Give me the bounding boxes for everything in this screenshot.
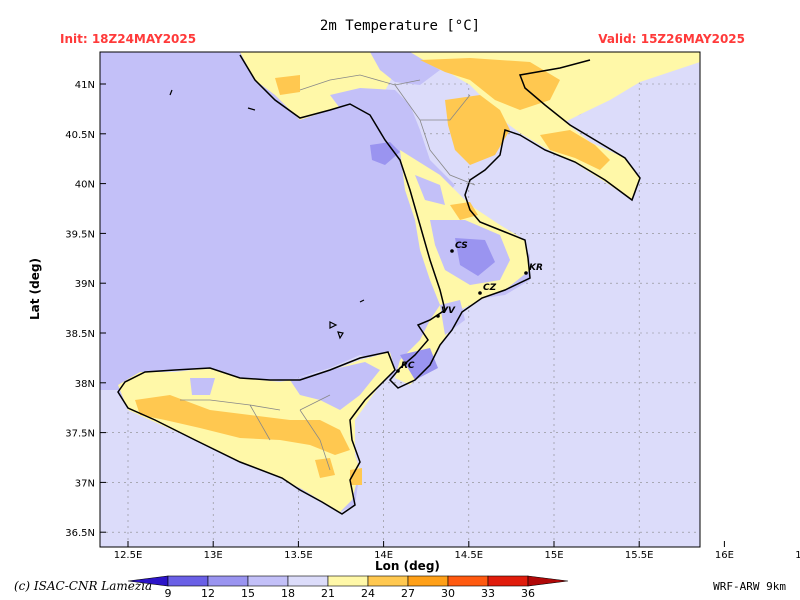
valid-time: Valid: 15Z26MAY2025 [598,32,745,46]
land-north-warm [240,52,700,200]
lat-tick-label: 39N [75,279,95,290]
land-sicily-hot-south [315,458,335,478]
city-markers: CS KR CZ VV RC [396,241,543,373]
lon-tick-label: 15E [544,550,563,561]
land-calabria-north-cool [415,175,445,205]
land-sila-cold [455,238,495,276]
city-label-kr: KR [529,263,543,273]
colorbar-label: 27 [401,587,415,600]
colorbar-swatch [207,575,249,587]
land-reggio-cool [400,348,438,380]
coastline-sicily [117,351,396,515]
model-label: WRF-ARW 9km [713,580,786,593]
lon-tick-label: 15.5E [625,550,654,561]
colorbar-label: 12 [201,587,215,600]
land-sicily-north-cool [290,362,380,410]
land-lazio-hot [275,75,300,95]
colorbar-swatch [367,575,409,587]
lon-ticks: 12.5E13E13.5E14E14.5E15E15.5E16E16.5E17E… [114,541,800,561]
colorbar-label: 33 [481,587,495,600]
colorbar-label: 9 [165,587,172,600]
lat-ticks: 41N 40.5N 40N 39.5N 39N 38.5N 38N 37.5N 37N 36.5N [65,80,106,539]
land-aspromonte-cool [440,300,465,335]
lat-tick-label: 40.5N [65,130,95,141]
lat-tick-label: 37N [75,478,95,489]
colorbar-label: 21 [321,587,335,600]
chart-title: 2m Temperature [°C] [319,18,481,34]
city-marker-kr [524,271,528,275]
colorbar-swatch [287,575,329,587]
city-label-cz: CZ [483,283,497,293]
lon-tick-label: 16E [715,550,734,561]
colorbar-swatch [407,575,449,587]
colorbar: 9 12 15 18 21 24 27 30 33 36 [127,575,569,600]
land-cilento-cool [370,142,400,165]
land-sicily-hot-east [350,468,362,485]
city-label-rc: RC [401,361,415,371]
city-label-vv: VV [441,306,456,316]
lat-tick-label: 39.5N [65,229,95,240]
city-label-cs: CS [455,241,468,251]
plot-frame [99,51,701,548]
x-axis-title: Lon (deg) [375,559,440,573]
colorbar-label: 18 [281,587,295,600]
land-pollino-hot [450,202,478,220]
coastline-peninsula [239,54,641,389]
lon-tick-label: 12.5E [114,550,143,561]
colorbar-swatch [527,575,569,587]
colorbar-swatch [167,575,209,587]
map-field: CS KR CZ VV RC [100,52,700,547]
colorbar-swatch [487,575,529,587]
coastline-islands [169,89,365,340]
lon-tick-label: 13E [204,550,223,561]
colorbar-label: 24 [361,587,375,600]
land-salento-hot [540,130,610,170]
lat-tick-label: 38.5N [65,329,95,340]
colorbar-label: 15 [241,587,255,600]
lat-tick-label: 37.5N [65,429,95,440]
city-marker-cz [478,291,482,295]
lon-tick-label: 16.5E [795,550,800,561]
init-time: Init: 18Z24MAY2025 [60,32,197,46]
lat-tick-label: 38N [75,379,95,390]
lat-tick-label: 40N [75,180,95,191]
colorbar-swatch [127,575,169,587]
land-sicily-hot-band [135,395,350,455]
city-marker-vv [436,314,440,318]
city-marker-rc [396,369,400,373]
colorbar-label: 30 [441,587,455,600]
credit-text: (c) ISAC-CNR Lamezia [14,579,153,593]
lon-tick-label: 13.5E [284,550,313,561]
colorbar-swatch [247,575,289,587]
lat-tick-label: 41N [75,80,95,91]
city-marker-cs [450,249,454,253]
lat-tick-label: 36.5N [65,528,95,539]
lon-tick-label: 14.5E [455,550,484,561]
land-sicily-west-cool [190,378,215,395]
colorbar-label: 36 [521,587,535,600]
colorbar-swatch [447,575,489,587]
region-borders [180,74,476,471]
lon-tick-label: 14E [374,550,393,561]
land-apulia-hot [420,58,560,110]
colorbar-swatch [327,575,369,587]
land-basilicata-hot [445,95,510,165]
